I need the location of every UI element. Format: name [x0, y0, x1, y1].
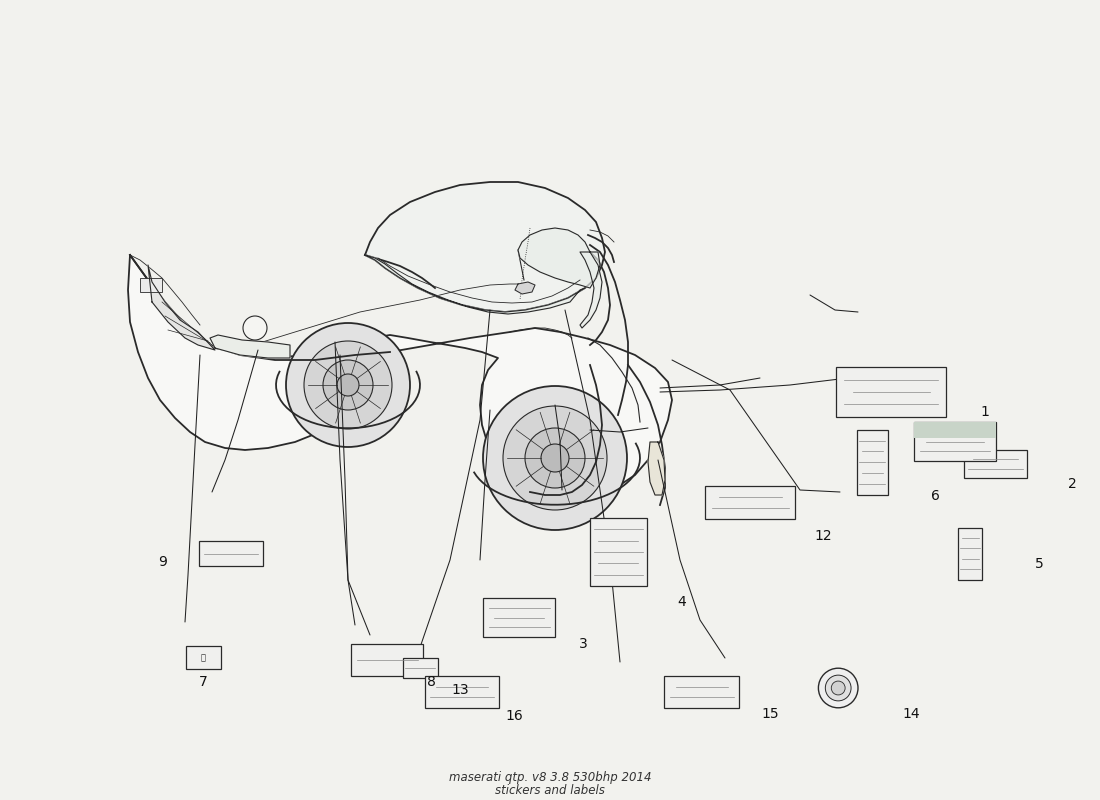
Bar: [590, 518, 647, 586]
Text: 7: 7: [199, 674, 208, 689]
Bar: [836, 367, 946, 417]
Text: ⏚: ⏚: [201, 653, 206, 662]
Text: 15: 15: [761, 706, 779, 721]
Circle shape: [525, 428, 585, 488]
Bar: [857, 430, 888, 495]
Polygon shape: [580, 252, 602, 328]
Polygon shape: [365, 255, 585, 314]
Bar: [705, 486, 795, 519]
Bar: [403, 658, 438, 678]
Bar: [425, 676, 499, 708]
Text: 4: 4: [678, 594, 686, 609]
Circle shape: [825, 675, 851, 701]
Text: 6: 6: [931, 489, 939, 503]
Circle shape: [286, 323, 410, 447]
Bar: [913, 422, 997, 438]
Text: 14: 14: [902, 706, 920, 721]
Polygon shape: [128, 255, 672, 495]
Text: 13: 13: [451, 682, 469, 697]
Circle shape: [243, 316, 267, 340]
Circle shape: [304, 341, 392, 429]
Text: 8: 8: [427, 674, 436, 689]
Polygon shape: [648, 442, 666, 495]
Polygon shape: [518, 228, 600, 288]
Circle shape: [337, 374, 359, 396]
Text: 16: 16: [506, 709, 524, 723]
Bar: [664, 676, 739, 708]
Bar: [483, 598, 554, 637]
Circle shape: [323, 360, 373, 410]
Text: 1: 1: [980, 405, 989, 419]
Bar: [958, 528, 982, 579]
Polygon shape: [365, 182, 605, 312]
Circle shape: [832, 681, 845, 695]
Text: maserati qtp. v8 3.8 530bhp 2014: maserati qtp. v8 3.8 530bhp 2014: [449, 771, 651, 785]
Bar: [352, 644, 422, 676]
Bar: [913, 422, 997, 461]
Circle shape: [818, 668, 858, 708]
Text: 5: 5: [1035, 557, 1044, 571]
Bar: [186, 646, 221, 669]
Bar: [140, 278, 162, 292]
Text: 12: 12: [814, 529, 832, 543]
Circle shape: [503, 406, 607, 510]
Circle shape: [541, 444, 569, 472]
Text: 9: 9: [158, 554, 167, 569]
Polygon shape: [210, 335, 290, 358]
Text: 2: 2: [1068, 477, 1077, 491]
Circle shape: [483, 386, 627, 530]
Text: stickers and labels: stickers and labels: [495, 783, 605, 797]
Bar: [964, 450, 1027, 478]
Bar: [199, 541, 263, 566]
Polygon shape: [148, 265, 214, 350]
Text: 3: 3: [579, 637, 587, 651]
Polygon shape: [515, 282, 535, 294]
